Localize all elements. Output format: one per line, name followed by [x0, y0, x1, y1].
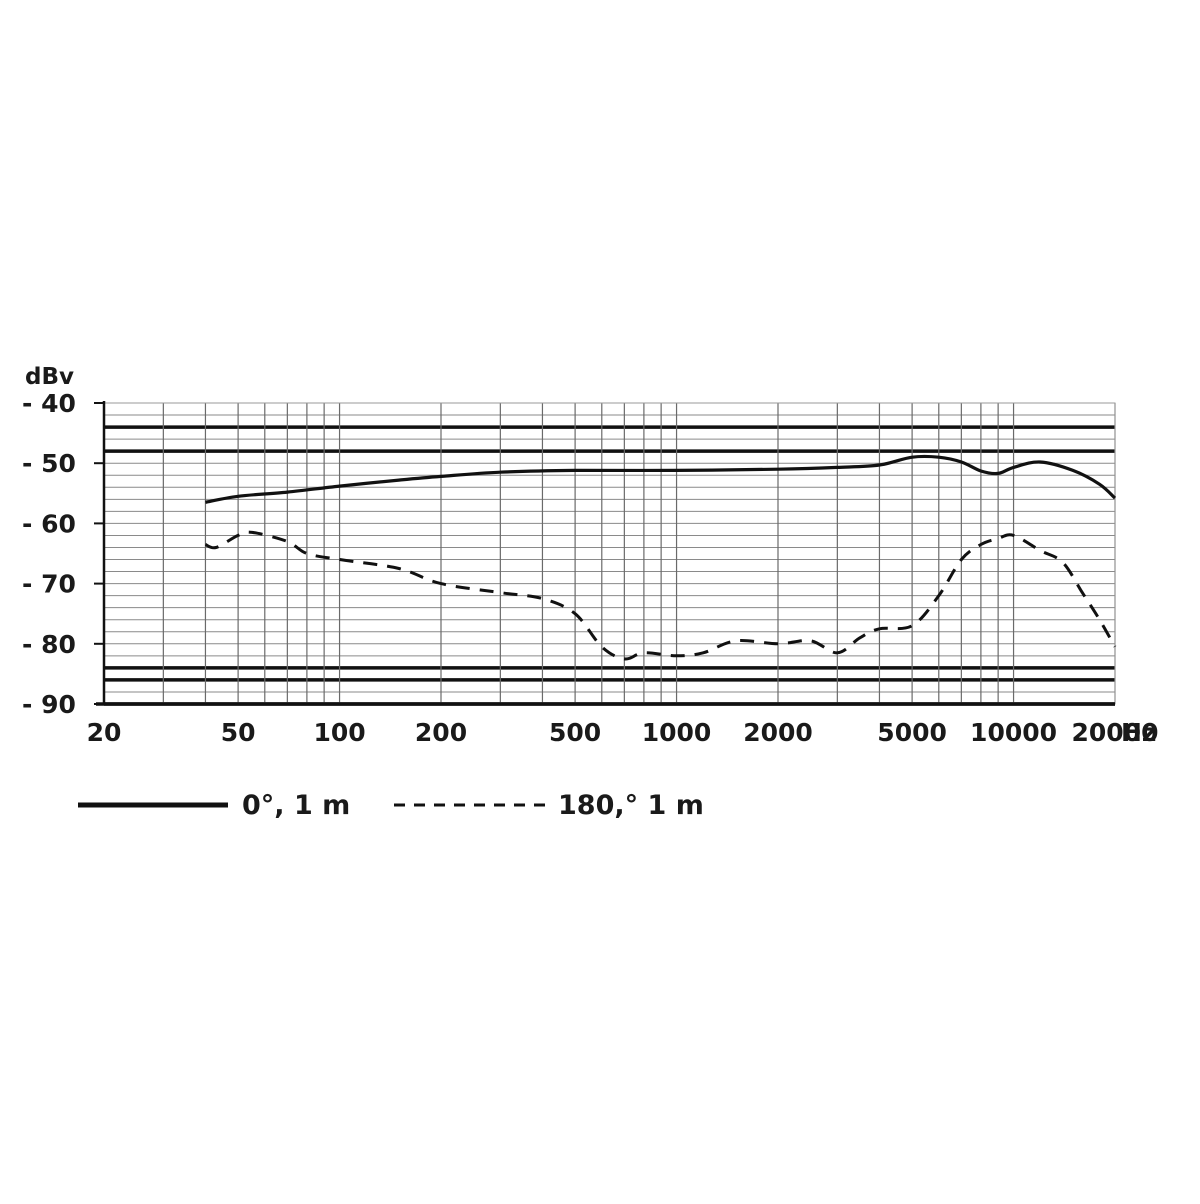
x-tick-label: 100 [313, 718, 365, 747]
axis-layer: - 40 - 50 - 60 - 70 - 80 - 90 20 50 100 200 500 100… [22, 364, 1158, 747]
x-tick-label: 1000 [642, 718, 712, 747]
x-tick-label: 2000 [743, 718, 813, 747]
x-tick-label: 20 [87, 718, 122, 747]
series-line-180deg [204, 530, 1117, 661]
legend-label-0deg: 0°, 1 m [242, 790, 350, 821]
y-tick-label: - 90 [22, 690, 76, 719]
y-tick-label: - 80 [22, 630, 76, 659]
series-line-0deg [205, 454, 1117, 504]
y-tick-label: - 60 [22, 509, 76, 538]
y-tick-label: - 40 [22, 389, 76, 418]
grid-layer [103, 402, 1116, 706]
series-layer [204, 454, 1117, 661]
y-axis-label: dBv [25, 364, 74, 390]
x-tick-label: 50 [221, 718, 256, 747]
x-tick-label: 5000 [877, 718, 947, 747]
x-tick-label: 200 [415, 718, 467, 747]
y-tick-label: - 70 [22, 570, 76, 599]
x-axis-label: Hz [1121, 718, 1156, 747]
x-tick-label: 10000 [970, 718, 1057, 747]
x-tick-label: 500 [549, 718, 601, 747]
x-tick-label: 20000 [1072, 718, 1159, 747]
legend-label-180deg: 180,° 1 m [558, 790, 704, 821]
plot-frame [103, 402, 1116, 705]
legend: 0°, 1 m 180,° 1 m [78, 790, 704, 821]
y-tick-label: - 50 [22, 449, 76, 478]
